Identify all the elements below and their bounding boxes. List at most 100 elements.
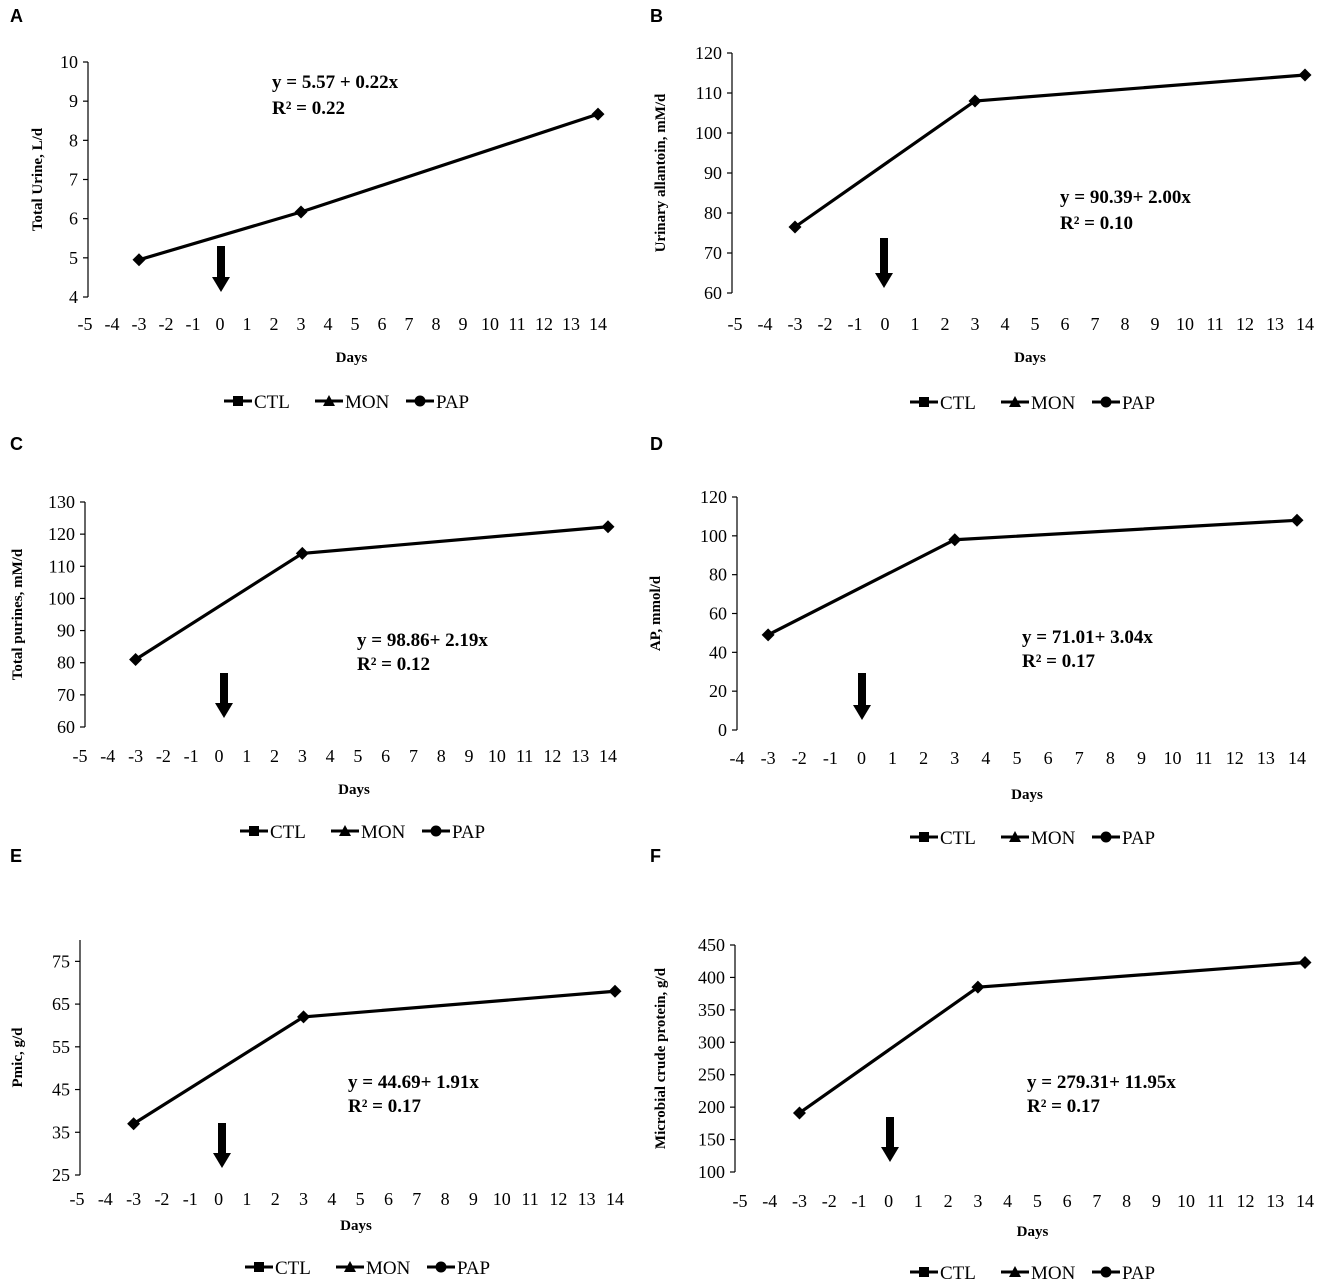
y-tick-label: 250 <box>698 1065 725 1085</box>
x-tick-label: -2 <box>818 314 833 334</box>
panel-letter: D <box>650 434 663 454</box>
x-tick-label: 11 <box>1206 314 1223 334</box>
x-tick-label: 2 <box>271 1189 280 1209</box>
y-tick-label: 80 <box>57 653 75 673</box>
y-tick-label: 9 <box>69 91 78 111</box>
x-tick-label: 12 <box>1226 748 1244 768</box>
x-tick-label: 11 <box>521 1189 538 1209</box>
x-tick-label: 1 <box>243 314 252 334</box>
y-tick-label: 200 <box>698 1097 725 1117</box>
legend-label: MON <box>1031 1263 1076 1284</box>
x-tick-label: 2 <box>944 1191 953 1211</box>
x-tick-label: 6 <box>381 746 390 766</box>
x-tick-label: 12 <box>1237 1191 1255 1211</box>
square-marker-icon <box>254 1262 264 1272</box>
series-line-pap <box>794 73 1306 229</box>
y-tick-label: 65 <box>52 994 70 1014</box>
y-axis-title: Total Urine, L/d <box>30 127 46 231</box>
y-tick-label: 100 <box>698 1162 725 1182</box>
x-tick-label: -4 <box>730 748 745 768</box>
x-tick-label: -2 <box>156 746 171 766</box>
x-tick-label: 7 <box>1092 1191 1101 1211</box>
y-axis-title: Urinary allantoin, mM/d <box>653 93 669 252</box>
data-point-marker <box>1298 956 1312 970</box>
x-tick-label: -5 <box>78 314 93 334</box>
x-tick-label: -1 <box>186 314 201 334</box>
series-line-pap <box>767 518 1298 637</box>
x-tick-label: 0 <box>214 746 223 766</box>
circle-marker-icon <box>1100 1266 1112 1278</box>
square-marker-icon <box>919 832 929 842</box>
data-point-marker <box>297 1010 311 1024</box>
arrow-down-icon <box>213 1153 231 1168</box>
data-point-marker <box>127 1117 141 1131</box>
x-tick-label: -4 <box>100 746 115 766</box>
arrow-shaft <box>858 673 866 706</box>
x-tick-label: 2 <box>270 746 279 766</box>
legend-label: MON <box>361 822 406 843</box>
x-tick-label: 9 <box>465 746 474 766</box>
x-tick-label: 4 <box>1001 314 1010 334</box>
y-tick-label: 150 <box>698 1130 725 1150</box>
legend-label: CTL <box>940 393 976 414</box>
x-tick-label: 2 <box>941 314 950 334</box>
x-tick-label: 4 <box>1003 1191 1012 1211</box>
triangle-marker-icon <box>1009 396 1021 407</box>
x-tick-label: 13 <box>1257 748 1275 768</box>
x-tick-label: 11 <box>516 746 533 766</box>
legend-label: CTL <box>254 392 290 413</box>
y-axis-title: AP, mmol/d <box>648 575 664 651</box>
x-tick-label: -3 <box>761 748 776 768</box>
arrow-shaft <box>220 673 228 704</box>
legend-label: MON <box>366 1258 411 1279</box>
data-point-marker <box>761 628 775 642</box>
y-tick-label: 5 <box>69 248 78 268</box>
x-axis-title: Days <box>1014 350 1046 366</box>
arrow-down-icon <box>215 703 233 718</box>
r-squared: R² = 0.10 <box>1060 213 1133 234</box>
y-tick-label: 60 <box>704 283 722 303</box>
x-tick-label: 6 <box>384 1189 393 1209</box>
legend: CTL MON PAP <box>910 828 1155 849</box>
y-tick-label: 60 <box>57 717 75 737</box>
x-tick-label: 3 <box>299 1189 308 1209</box>
x-tick-label: 10 <box>1177 1191 1195 1211</box>
data-point-marker <box>971 980 985 994</box>
data-point-marker <box>601 520 615 534</box>
arrow-shaft <box>217 246 225 278</box>
x-tick-label: 6 <box>378 314 387 334</box>
x-tick-label: 10 <box>1176 314 1194 334</box>
triangle-marker-icon <box>339 825 351 836</box>
y-tick-label: 4 <box>69 287 78 307</box>
x-tick-label: 0 <box>881 314 890 334</box>
triangle-marker-icon <box>1009 831 1021 842</box>
arrow-shaft <box>886 1117 894 1148</box>
x-tick-label: 11 <box>508 314 525 334</box>
x-tick-label: 1 <box>242 1189 251 1209</box>
x-tick-label: 14 <box>606 1189 624 1209</box>
triangle-marker-icon <box>323 395 335 406</box>
data-point-marker <box>608 984 622 998</box>
y-tick-label: 100 <box>695 123 722 143</box>
r-squared: R² = 0.17 <box>348 1096 421 1117</box>
x-tick-label: 4 <box>981 748 990 768</box>
y-tick-label: 100 <box>700 526 727 546</box>
x-tick-label: 6 <box>1063 1191 1072 1211</box>
x-tick-label: 12 <box>549 1189 567 1209</box>
y-tick-label: 110 <box>49 556 75 576</box>
x-tick-label: -2 <box>159 314 174 334</box>
data-point-marker <box>295 546 309 560</box>
regression-equation: y = 5.57 + 0.22x <box>272 72 399 93</box>
circle-marker-icon <box>435 1261 447 1273</box>
y-tick-label: 45 <box>52 1080 70 1100</box>
square-marker-icon <box>919 1267 929 1277</box>
x-tick-label: 4 <box>324 314 333 334</box>
y-axis-title: Total purines, mM/d <box>10 548 26 680</box>
x-tick-label: 0 <box>857 748 866 768</box>
y-tick-label: 130 <box>48 492 75 512</box>
